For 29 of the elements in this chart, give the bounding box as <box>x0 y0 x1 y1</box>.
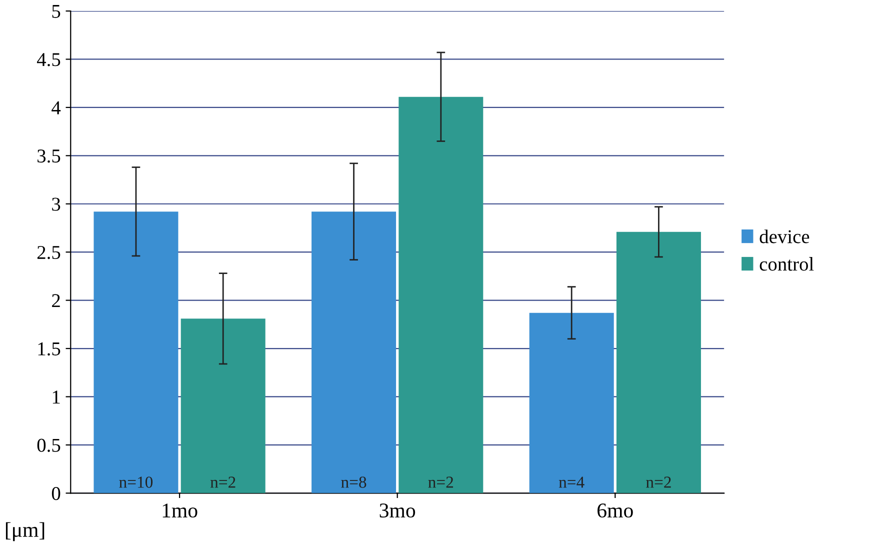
bar <box>529 312 614 494</box>
legend-label: device <box>760 230 810 244</box>
y-tick-label: 1.5 <box>38 342 60 356</box>
y-tick-label: 4 <box>52 101 61 114</box>
annotation: n=4 <box>558 476 584 488</box>
annotation: n=10 <box>119 476 153 488</box>
y-tick-label: 3.5 <box>38 150 60 163</box>
y-tick-label: 5 <box>52 5 60 18</box>
annotation: n=2 <box>428 476 454 488</box>
bar <box>616 232 701 494</box>
y-tick-label: 2.5 <box>37 246 60 260</box>
x-tick-label: 3mo <box>380 504 416 518</box>
legend-label: control <box>760 257 814 271</box>
x-tick-label: 1mo <box>162 504 198 518</box>
bar <box>312 212 396 494</box>
y-axis-title: [μm] <box>6 522 44 542</box>
annotation: n=2 <box>210 476 236 488</box>
annotation: n=2 <box>646 476 671 488</box>
bar <box>180 318 266 494</box>
y-tick-label: 2 <box>52 294 60 308</box>
bar <box>94 212 178 494</box>
annotation: n=8 <box>341 476 366 488</box>
y-tick-label: 1 <box>52 390 60 404</box>
y-tick-label: 0.5 <box>37 438 60 452</box>
x-tick-label: 6mo <box>598 504 633 518</box>
bar <box>398 96 484 494</box>
y-tick-label: 0 <box>52 486 60 500</box>
y-tick-label: 3 <box>52 198 60 211</box>
y-tick-label: 4.5 <box>36 53 60 66</box>
